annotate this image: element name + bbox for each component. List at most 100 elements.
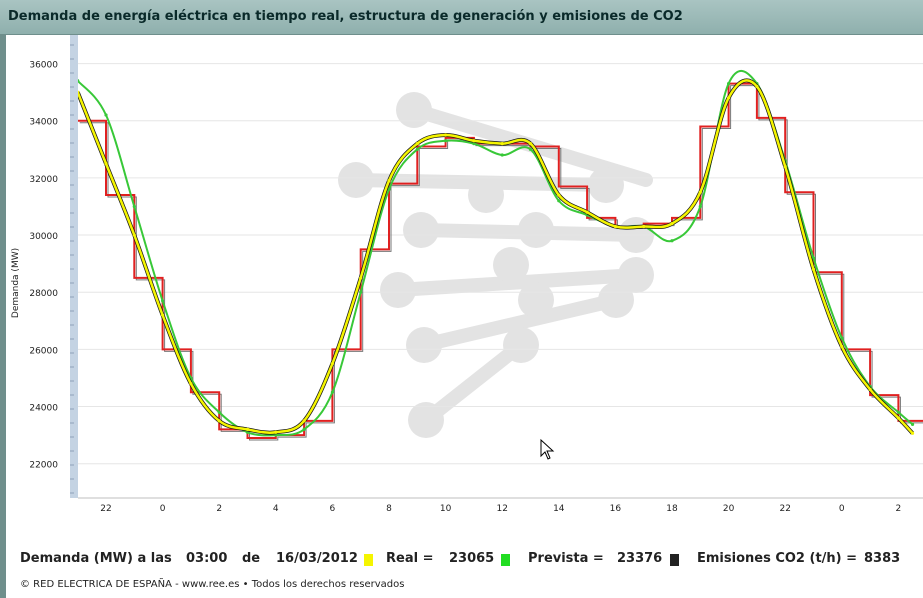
data-point	[642, 224, 646, 229]
data-point	[302, 419, 306, 423]
data-point	[359, 276, 363, 280]
watermark-arm	[391, 268, 643, 297]
real-value: 23065	[449, 551, 495, 566]
data-point	[755, 84, 759, 89]
x-tick-label: 6	[330, 504, 336, 514]
data-point	[330, 362, 334, 366]
y-tick-label: 32000	[29, 175, 58, 185]
prevista-value: 23376	[617, 551, 663, 566]
x-tick-label: 14	[553, 504, 565, 514]
watermark-knob	[403, 212, 439, 248]
data-point	[132, 204, 136, 209]
data-point	[910, 431, 915, 435]
data-point	[161, 313, 165, 317]
copyright-text: © RED ELECTRICA DE ESPAÑA - www.ree.es •…	[20, 579, 405, 590]
data-point	[387, 179, 391, 183]
x-tick-label: 16	[610, 504, 622, 514]
y-tick-label: 28000	[29, 289, 58, 299]
data-point	[415, 142, 419, 146]
y-axis: 22000 24000 26000 28000 30000 32000 34000 36000	[29, 61, 58, 471]
data-point	[217, 419, 221, 423]
y-tick-label: 36000	[29, 61, 58, 71]
data-point	[387, 187, 391, 191]
readout-time: 03:00	[186, 551, 228, 566]
ree-logo-watermark	[338, 92, 654, 438]
data-point	[444, 133, 448, 137]
prevista-label: Prevista =	[528, 551, 604, 566]
data-point	[415, 147, 419, 151]
data-point	[161, 299, 165, 303]
data-point	[78, 90, 80, 94]
watermark-knob	[408, 402, 444, 438]
readout-label: Demanda (MW) a las	[20, 551, 172, 566]
data-point	[104, 113, 108, 117]
footer-readout: Demanda (MW) a las 03:00 de 16/03/2012 R…	[20, 551, 920, 571]
x-tick-label: 4	[273, 504, 279, 514]
data-point	[472, 139, 476, 143]
x-tick-label: 10	[440, 504, 452, 514]
x-tick-label: 8	[386, 504, 392, 514]
data-point	[585, 210, 589, 214]
data-point	[302, 427, 306, 432]
x-tick-label: 22	[100, 504, 111, 514]
real-label: Real =	[386, 551, 434, 566]
watermark-knob	[503, 327, 539, 363]
demand-chart[interactable]: 2200024000260002800030000320003400036000…	[6, 35, 923, 598]
data-point	[727, 81, 731, 86]
series-step-shadow	[79, 85, 923, 441]
data-point	[500, 142, 504, 146]
data-point	[868, 387, 872, 391]
x-tick-label: 22	[779, 504, 790, 514]
data-point	[528, 147, 533, 151]
x-tick-label: 2	[216, 504, 222, 514]
watermark-knob	[468, 177, 504, 213]
x-tick-label: 12	[496, 504, 507, 514]
watermark-knob	[406, 327, 442, 363]
x-axis: 22 0 2 4 6 8 10 12 14 16 18 20 22 0 2	[100, 504, 901, 514]
data-point	[910, 422, 915, 426]
mouse-cursor-icon	[540, 438, 555, 460]
y-tick-label: 26000	[29, 346, 58, 356]
data-point	[557, 193, 561, 197]
y-axis-label: Demanda (MW)	[11, 248, 21, 318]
data-point	[78, 79, 80, 83]
data-point	[132, 233, 136, 237]
watermark-knob	[493, 247, 529, 283]
y-tick-label: 22000	[29, 461, 58, 471]
data-point	[727, 96, 731, 100]
x-tick-label: 0	[839, 504, 845, 514]
data-point	[330, 390, 334, 394]
emisiones-value: 8383	[864, 551, 901, 566]
x-tick-label: 20	[723, 504, 735, 514]
data-point	[528, 142, 533, 146]
data-point	[500, 153, 504, 157]
emisiones-label: Emisiones CO2 (t/h) =	[697, 551, 858, 566]
data-point	[217, 410, 221, 414]
y-tick-label: 34000	[29, 118, 58, 128]
data-point	[811, 267, 816, 271]
x-tick-label: 2	[896, 504, 902, 514]
watermark-knob	[618, 257, 654, 293]
data-point	[274, 430, 278, 434]
data-point	[245, 427, 250, 432]
watermark-arm	[417, 293, 623, 352]
watermark-knob	[518, 282, 554, 318]
scrollbar-ticks	[70, 44, 74, 494]
series-prevista	[78, 70, 915, 437]
data-point	[896, 410, 901, 414]
watermark-knob	[588, 167, 624, 203]
data-point	[189, 382, 193, 386]
data-point	[840, 344, 844, 349]
prevista-legend-swatch	[501, 554, 510, 566]
data-point	[104, 162, 108, 166]
readout-de: de	[242, 551, 261, 566]
series-layer	[78, 70, 923, 441]
time-scrollbar[interactable]	[70, 35, 78, 498]
real-legend-swatch	[364, 554, 373, 566]
readout-date: 16/03/2012	[276, 551, 358, 566]
title-bar: Demanda de energía eléctrica en tiempo r…	[0, 0, 923, 35]
data-point	[670, 239, 674, 243]
data-point	[613, 224, 618, 229]
data-point	[359, 290, 363, 294]
